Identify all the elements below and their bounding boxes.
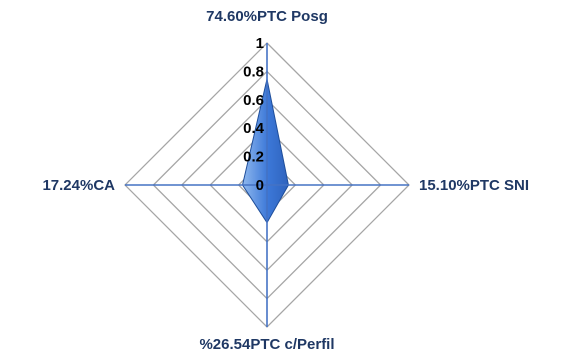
tick-label-0-4: 0.4 [243, 120, 265, 137]
tick-label-1: 1 [256, 35, 264, 52]
tick-label-0-8: 0.8 [243, 63, 264, 80]
axis-label-ca: 17.24%CA [42, 177, 115, 194]
tick-label-0-2: 0.2 [243, 149, 264, 166]
radar-tick-labels: 0 0.2 0.4 0.6 0.8 1 [243, 35, 265, 194]
axis-label-ptc-sni: 15.10%PTC SNI [419, 177, 529, 194]
radar-axes [125, 43, 409, 327]
radar-axis-labels: 74.60%PTC Posg 15.10%PTC SNI %26.54PTC c… [42, 8, 529, 353]
tick-label-0: 0 [256, 177, 264, 194]
axis-label-ptc-posg: 74.60%PTC Posg [206, 8, 328, 25]
axis-label-ptc-perfil: %26.54PTC c/Perfil [199, 336, 334, 353]
tick-label-0-6: 0.6 [243, 92, 264, 109]
